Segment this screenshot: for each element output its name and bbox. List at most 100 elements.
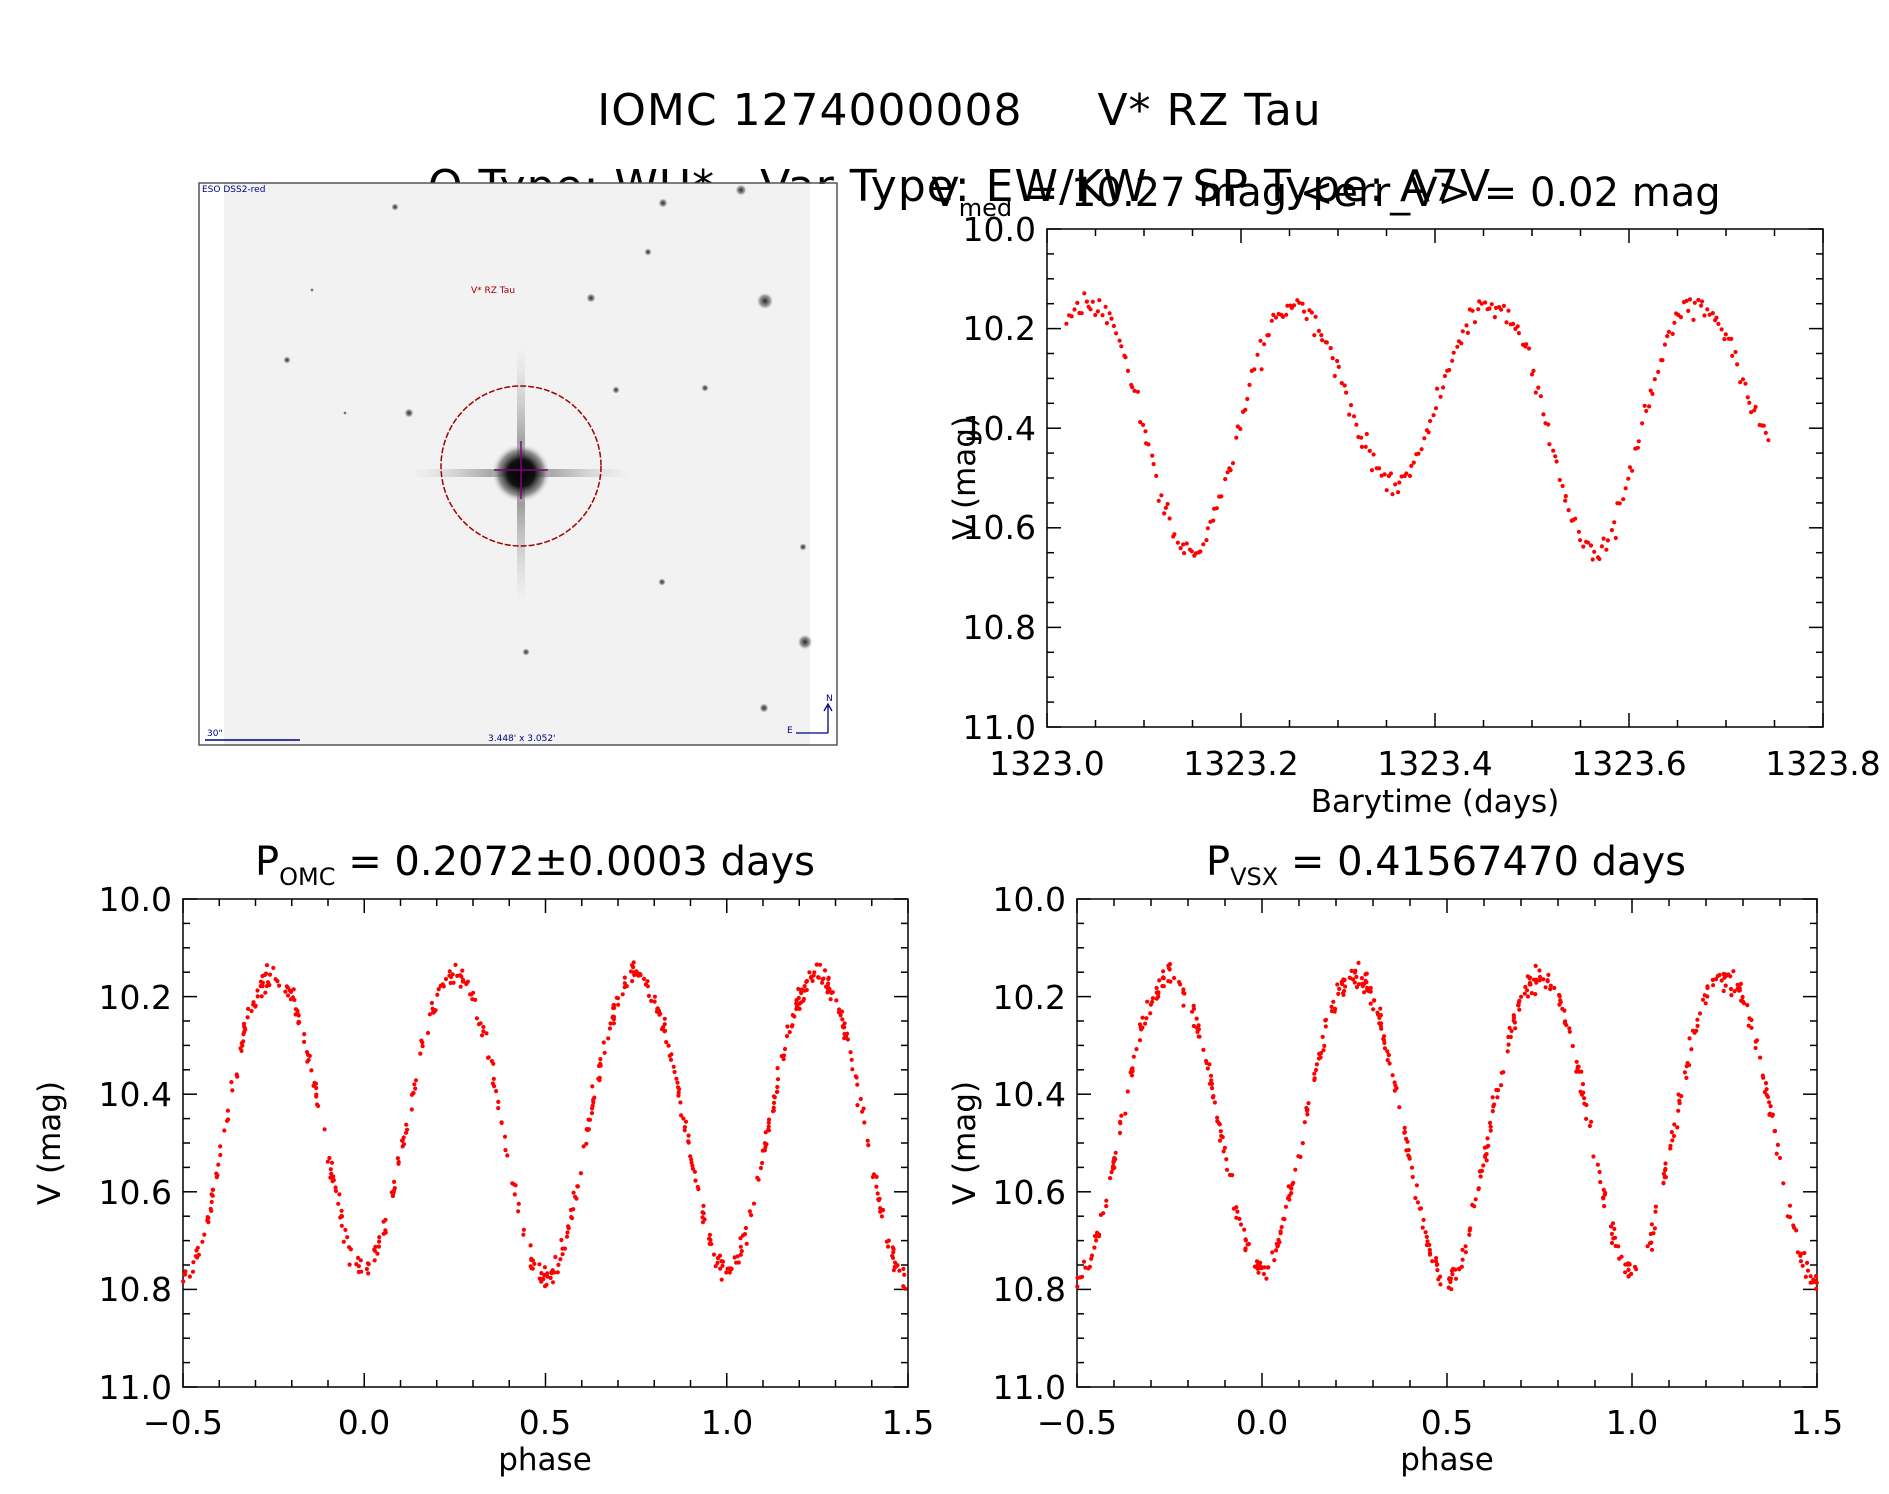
data-point [1557,1002,1562,1007]
data-point [1478,1174,1483,1179]
data-point [377,1235,382,1240]
data-point [339,1208,344,1213]
plot2-ticks [182,898,909,1388]
data-point [1112,1155,1117,1161]
phase-plot-omc: POMC = 0.2072±0.0003 days −0.5 0.0 0.5 1… [32,839,934,1478]
data-point [474,1016,479,1021]
data-point [327,1155,332,1161]
data-point [1204,1058,1209,1064]
plot1-x-tick-label: 1323.8 [1765,744,1880,783]
data-point [1359,976,1364,981]
plot3-y-tick-label: 10.6 [993,1173,1066,1212]
data-point [1425,1239,1430,1244]
data-point [1649,1222,1654,1227]
data-point [306,1057,311,1063]
data-point [1488,1124,1493,1129]
data-point [1552,985,1557,991]
data-point [622,975,627,980]
data-point [1487,306,1492,311]
data-point [429,1000,434,1006]
data-point [1487,1120,1493,1125]
data-point [222,1128,227,1133]
data-point [1576,1064,1581,1069]
plot1-x-tick-label: 1323.4 [1377,744,1492,783]
data-point [392,1186,397,1191]
data-point [1081,1259,1087,1264]
data-point [264,963,270,968]
data-point [628,969,634,974]
data-point [544,1282,549,1287]
data-point [1584,1102,1589,1108]
data-point [1270,1250,1275,1255]
phase-plot-vsx: PVSX = 0.41567470 days −0.5 0.0 0.5 1.0 … [947,839,1843,1478]
data-point [1534,980,1539,985]
data-point [902,1272,907,1277]
data-point [263,971,269,976]
data-point [1597,556,1602,562]
data-point [1459,1264,1464,1269]
data-point [1181,990,1186,995]
data-point [1661,1171,1666,1176]
data-point [1189,549,1194,554]
data-point [1274,1241,1279,1247]
data-point [1191,1003,1196,1009]
data-point [711,1252,717,1257]
plot3-x-tick-label: 0.5 [1421,1403,1473,1442]
data-point [1463,1250,1468,1255]
data-point [1273,1248,1279,1253]
data-point [347,1262,352,1267]
survey-label: ESO DSS2-red [202,185,265,195]
plot3-y-axis-label: V (mag) [947,1081,983,1205]
data-point [584,1141,589,1146]
data-point [566,1226,571,1231]
data-point [1554,459,1559,464]
data-point [719,1277,724,1282]
data-point [436,987,441,992]
data-point [404,1122,409,1127]
data-point [383,1230,388,1235]
data-point [1094,1238,1099,1243]
data-point [1450,1272,1455,1277]
data-point [1228,468,1233,473]
data-point [1660,358,1665,363]
data-point [200,1239,205,1244]
data-point [675,1080,680,1085]
data-point [1476,307,1481,312]
data-point [674,1076,679,1081]
data-point [1386,1052,1391,1057]
plot3-ticks [1076,898,1818,1388]
data-point [459,974,464,979]
data-point [1795,1250,1800,1255]
plot2-frame [182,898,909,1388]
data-point [822,968,828,973]
data-point [260,973,265,979]
data-point [1661,1181,1666,1186]
data-point [1499,307,1504,312]
data-point [1473,1197,1478,1202]
data-point [1511,1013,1516,1018]
data-point [1343,984,1348,989]
data-point [395,1156,400,1161]
data-point [1715,973,1720,979]
data-point [473,997,478,1003]
data-point [1774,1151,1779,1156]
data-point [1289,1191,1294,1196]
data-point [485,1055,491,1060]
data-point [1390,492,1395,497]
data-point [1217,1138,1223,1143]
data-point [1627,465,1633,470]
plot1-y-tick-label: 11.0 [963,708,1036,747]
data-point [455,973,460,979]
data-point [358,1258,363,1263]
data-point [1435,386,1440,391]
data-point [1404,1136,1409,1141]
data-point [1548,983,1553,988]
data-point [1767,1100,1772,1105]
plot1-title: Vmed = 10.27 mag <err_V> = 0.02 mag [931,170,1720,222]
data-point [1562,1008,1567,1013]
data-point [701,1203,706,1208]
plot3-x-tick-labels: −0.5 0.0 0.5 1.0 1.5 [1037,1403,1843,1442]
data-point [1416,451,1421,456]
data-point [1672,320,1677,325]
data-point [662,1016,667,1021]
